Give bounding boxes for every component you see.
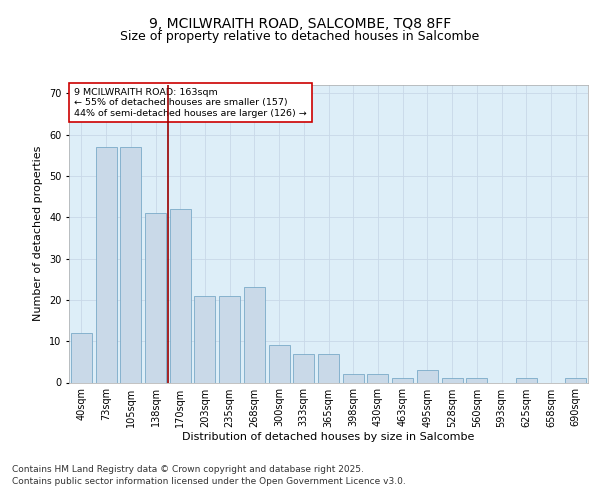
- Bar: [244, 288, 265, 382]
- Bar: [170, 209, 191, 382]
- Bar: [392, 378, 413, 382]
- Bar: [120, 147, 141, 382]
- Bar: [71, 333, 92, 382]
- Bar: [269, 346, 290, 383]
- Bar: [565, 378, 586, 382]
- Y-axis label: Number of detached properties: Number of detached properties: [34, 146, 43, 322]
- Text: 9 MCILWRAITH ROAD: 163sqm
← 55% of detached houses are smaller (157)
44% of semi: 9 MCILWRAITH ROAD: 163sqm ← 55% of detac…: [74, 88, 307, 118]
- Text: Contains public sector information licensed under the Open Government Licence v3: Contains public sector information licen…: [12, 477, 406, 486]
- Bar: [367, 374, 388, 382]
- Bar: [466, 378, 487, 382]
- Bar: [293, 354, 314, 382]
- Bar: [417, 370, 438, 382]
- Bar: [145, 213, 166, 382]
- X-axis label: Distribution of detached houses by size in Salcombe: Distribution of detached houses by size …: [182, 432, 475, 442]
- Bar: [516, 378, 537, 382]
- Bar: [343, 374, 364, 382]
- Bar: [219, 296, 240, 382]
- Text: Contains HM Land Registry data © Crown copyright and database right 2025.: Contains HM Land Registry data © Crown c…: [12, 466, 364, 474]
- Text: Size of property relative to detached houses in Salcombe: Size of property relative to detached ho…: [121, 30, 479, 43]
- Bar: [194, 296, 215, 382]
- Text: 9, MCILWRAITH ROAD, SALCOMBE, TQ8 8FF: 9, MCILWRAITH ROAD, SALCOMBE, TQ8 8FF: [149, 18, 451, 32]
- Bar: [95, 147, 116, 382]
- Bar: [442, 378, 463, 382]
- Bar: [318, 354, 339, 382]
